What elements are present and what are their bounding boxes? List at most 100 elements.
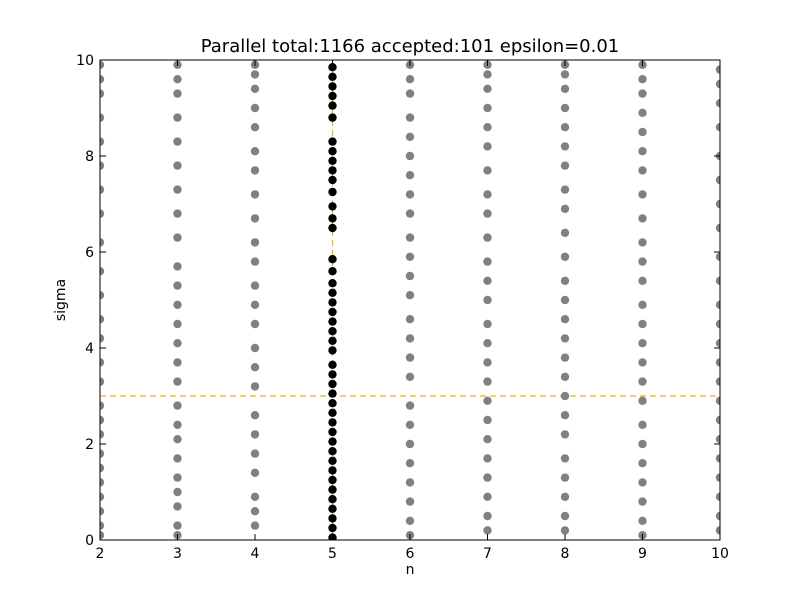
x-tick-label: 9 [638,546,647,562]
scatter-point [100,315,105,324]
scatter-point [560,142,570,151]
accepted-point [328,514,337,523]
scatter-point [405,209,415,218]
scatter-point [638,339,647,348]
scatter-point [250,257,260,266]
scatter-point [405,334,415,343]
scatter-point [715,99,720,108]
scatter-point [483,276,492,285]
scatter-point [405,459,415,468]
scatter-point [715,319,720,329]
scatter-point [173,435,182,444]
scatter-point [638,147,647,156]
scatter-point [715,435,720,444]
scatter-point [715,339,720,348]
scatter-point [405,439,415,449]
scatter-point [250,430,260,439]
scatter-point [483,319,492,329]
scatter-point [560,185,570,194]
scatter-point [483,84,492,94]
scatter-point [560,84,570,94]
scatter-point [250,214,260,223]
scatter-point [405,89,415,98]
accepted-point [328,523,337,533]
scatter-point [173,113,182,122]
scatter-point [250,84,260,94]
scatter-point [715,526,720,535]
scatter-point [638,75,647,84]
scatter-point [560,228,570,237]
scatter-point [250,507,260,516]
scatter-point [405,271,415,281]
scatter-point [173,420,182,429]
accepted-point [328,62,337,72]
scatter-point [560,204,570,213]
accepted-point [328,113,337,122]
scatter-point [173,454,182,463]
accepted-point [328,166,337,175]
scatter-point [483,142,492,151]
scatter-point [638,396,647,405]
scatter-point [100,463,105,473]
accepted-point [328,307,337,317]
scatter-point [173,233,182,242]
accepted-point [328,447,337,456]
scatter-point [715,492,720,501]
scatter-point [715,123,720,132]
scatter-point [638,108,647,118]
scatter-point [405,233,415,242]
accepted-point [328,418,337,427]
accepted-point [328,389,337,398]
scatter-point [250,449,260,458]
scatter-point [100,267,105,276]
scatter-point [250,411,260,420]
accepted-point [328,437,337,446]
accepted-point [328,360,337,369]
scatter-point [100,478,105,487]
scatter-point [715,396,720,405]
x-tick-label: 4 [251,546,260,562]
scatter-point [638,319,647,329]
accepted-point [328,214,337,223]
scatter-point [483,492,492,501]
scatter-point [715,223,720,233]
scatter-point [560,295,570,305]
scatter-point [560,492,570,501]
scatter-point [560,430,570,439]
y-axis-label: sigma [53,279,69,321]
scatter-point [560,123,570,132]
scatter-point [560,334,570,343]
scatter-point [250,166,260,175]
accepted-point [328,175,337,185]
scatter-point [100,185,105,194]
scatter-point [560,473,570,482]
accepted-point [328,255,337,264]
accepted-point [328,495,337,504]
scatter-point [483,70,492,79]
scatter-point [100,449,105,458]
accepted-point [328,379,337,389]
y-tick-label: 2 [85,437,94,453]
scatter-point [483,454,492,463]
scatter-point [638,459,647,468]
accepted-point [328,156,337,165]
scatter-point [173,401,182,410]
scatter-point [100,89,105,98]
scatter-point [250,70,260,79]
plot-area [100,60,720,540]
scatter-point [405,420,415,429]
scatter-point [715,300,720,309]
accepted-point [328,408,337,417]
y-tick-label: 6 [85,245,94,261]
accepted-point [328,202,337,211]
scatter-point [100,209,105,218]
scatter-point [100,137,105,146]
scatter-point [173,521,182,530]
scatter-point [483,190,492,199]
scatter-point [560,511,570,521]
scatter-point [100,334,105,343]
scatter-point [483,103,492,113]
accepted-point [328,279,337,288]
scatter-point [173,185,182,194]
scatter-point [250,492,260,501]
